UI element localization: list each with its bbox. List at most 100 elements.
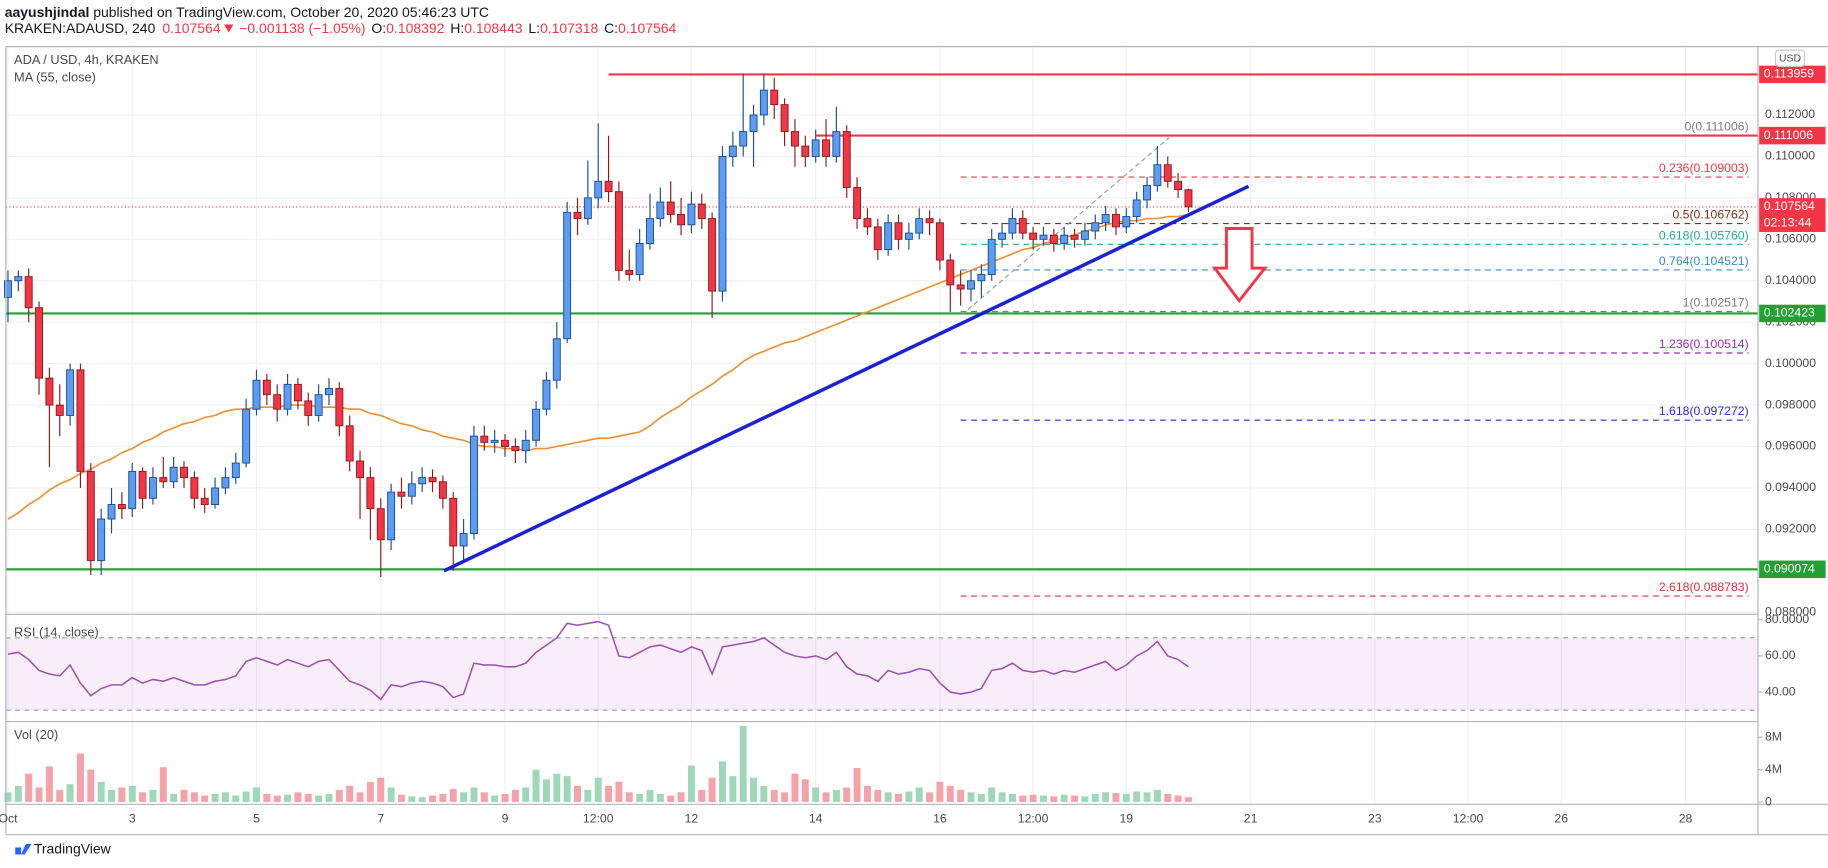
y-tick-label: 0.110000 (1765, 149, 1815, 163)
volume-bar (294, 792, 302, 803)
volume-bar (480, 792, 488, 803)
plot: 0(0.111006) 0.236(0.109003) 0.5(0.106762) 0… (4, 73, 1758, 803)
volume-bar (1008, 793, 1016, 803)
volume-bar (791, 773, 799, 803)
candle-body (14, 276, 23, 282)
candle-body (718, 155, 727, 292)
volume-bar (998, 792, 1006, 803)
candle-body (915, 218, 924, 234)
volume-bar (408, 796, 416, 803)
candle-body (1080, 230, 1089, 240)
candle-body (180, 466, 188, 479)
price-tag-label: 0.090074 (1764, 562, 1815, 576)
candle-body (884, 222, 893, 251)
candle-body (904, 232, 913, 240)
candle-body (967, 280, 975, 290)
volume-bar (946, 785, 954, 803)
fib-label: 1(0.102517) (1683, 296, 1749, 310)
candle-body (677, 213, 686, 226)
candle-body (418, 477, 427, 485)
candle-body (749, 114, 758, 133)
volume-bar (739, 725, 747, 803)
candle-body (708, 218, 717, 292)
candle-body (1163, 164, 1172, 182)
volume-bar (1019, 795, 1027, 803)
volume-bar (915, 787, 923, 803)
countdown: 02:13:44 (1764, 215, 1812, 229)
candle-body (935, 222, 944, 261)
currency-label[interactable]: USD (1779, 54, 1802, 65)
volume-bar (263, 793, 271, 803)
y-tick-label: 0.096000 (1765, 439, 1816, 453)
current-price-tag (1759, 198, 1826, 232)
ohlc-label: L: (528, 20, 540, 36)
currency-button[interactable] (1774, 49, 1806, 68)
candle-body (376, 508, 385, 541)
candle-body (304, 400, 313, 416)
fib-label: 0.764(0.104521) (1659, 254, 1749, 268)
candle-body (759, 89, 768, 116)
volume-bar (584, 789, 592, 803)
volume-bar (284, 794, 292, 803)
volume-bar (977, 793, 985, 803)
x-tick-label: 9 (502, 812, 509, 826)
volume-bar (718, 761, 726, 803)
volume-tick-label: 0 (1765, 794, 1772, 808)
candle-body (998, 232, 1007, 240)
candle-body (1018, 218, 1027, 234)
candle-body (697, 203, 706, 220)
candle-body (231, 462, 240, 479)
candle-body (148, 477, 157, 499)
candle-body (169, 466, 178, 483)
candle-body (252, 379, 261, 410)
rsi-legend: RSI (14, close) (14, 624, 99, 639)
price-tag-label: 0.102423 (1764, 306, 1815, 320)
volume-bar (87, 769, 95, 803)
volume-bar (553, 773, 561, 803)
volume-bar (449, 789, 457, 803)
candle-body (666, 201, 675, 215)
candle-body (501, 439, 509, 447)
fib-label: 1.618(0.097272) (1659, 404, 1749, 418)
volume-bar (636, 793, 644, 803)
candle-body (325, 388, 333, 396)
candle-body (1122, 216, 1131, 228)
rsi-band (5, 637, 1758, 711)
volume-bar (884, 792, 892, 803)
fib-label: 0.236(0.109003) (1659, 161, 1749, 175)
volume-bar (574, 785, 581, 803)
x-tick-label: 16 (933, 812, 947, 826)
candle-body (221, 477, 230, 489)
volume-bar (698, 789, 706, 803)
candle-body (977, 274, 986, 282)
y-tick-label: 0.100000 (1765, 356, 1816, 370)
y-tick-label: 0.104000 (1765, 273, 1816, 287)
volume-tick-label: 4M (1765, 762, 1782, 776)
candle-body (635, 242, 644, 276)
candle-body (314, 394, 323, 416)
fib-label: 0.5(0.106762) (1672, 208, 1748, 222)
high-value: 0.108443 (464, 20, 522, 36)
candle-body (211, 487, 220, 505)
candle-body (822, 139, 830, 157)
volume-bar (832, 789, 840, 803)
candle-body (66, 369, 75, 416)
candle-body (1184, 189, 1193, 208)
candle-body (646, 218, 654, 244)
volume-bar (1081, 796, 1089, 803)
candle-body (863, 218, 872, 228)
volume-bar (387, 787, 395, 803)
candle-body (780, 104, 789, 133)
volume-bar (159, 767, 167, 803)
volume-bar (25, 773, 33, 803)
volume-tick-label: 8M (1765, 729, 1782, 743)
volume-bar (201, 795, 209, 803)
candle-body (542, 379, 551, 410)
candle-body (832, 131, 841, 157)
volume-bar (221, 792, 229, 803)
volume-bar (812, 787, 820, 803)
price-tag (1759, 126, 1826, 145)
volume-bar (863, 785, 871, 803)
volume-bar (128, 785, 136, 803)
